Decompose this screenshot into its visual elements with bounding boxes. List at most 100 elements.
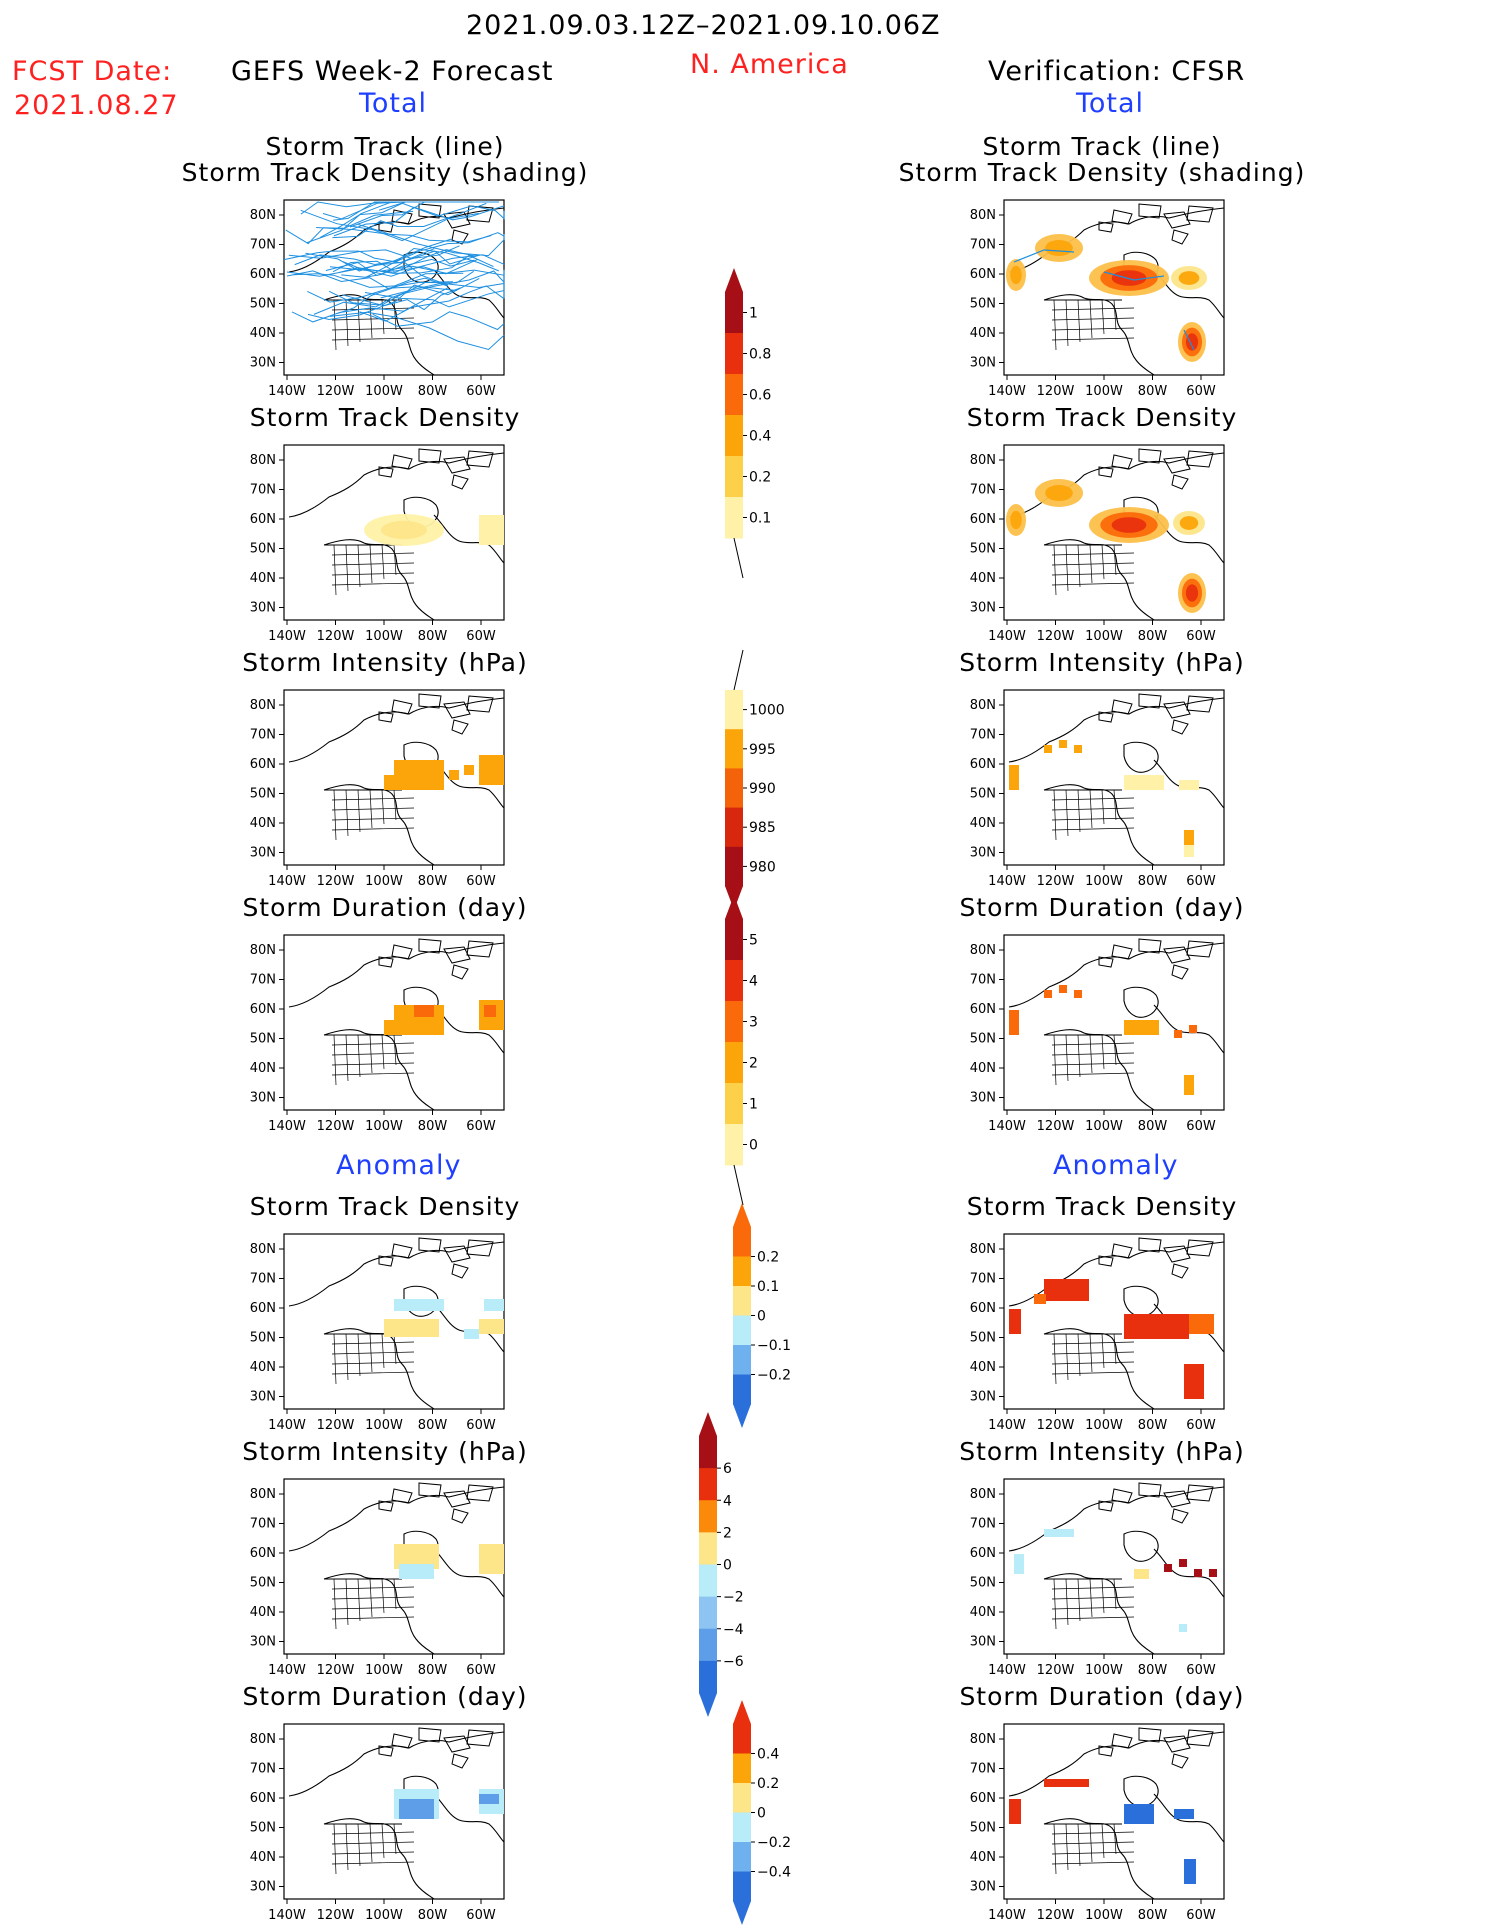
shading-cell [399, 1564, 434, 1579]
lon-tick-label: 100W [1085, 874, 1123, 889]
lat-tick-label: 50N [250, 542, 276, 557]
shading-cell [484, 1299, 504, 1311]
colorbar-segment [725, 919, 743, 961]
lon-tick-label: 140W [988, 1663, 1026, 1678]
colorbar-label: 0 [757, 1309, 766, 1325]
storm-track-line [332, 202, 487, 239]
lon-tick-label: 140W [268, 629, 306, 644]
map-panel-left-track: 80N 70N 60N 50N 40N 30N 140W 120W 100W 80W 60W [250, 199, 505, 399]
lon-tick-label: 60W [466, 384, 496, 399]
colorbar-anom-intensity: 6 4 2 0 −2 −4 −6 [699, 1412, 744, 1717]
shading-contour [1045, 484, 1073, 502]
lon-tick-label: 120W [317, 1418, 355, 1433]
lat-tick-label: 50N [250, 1821, 276, 1836]
storm-track-line [342, 270, 505, 306]
lon-tick-label: 60W [1186, 1663, 1216, 1678]
lat-tick-label: 70N [970, 1272, 996, 1287]
shading-cell [1074, 745, 1082, 753]
colorbar-segment [733, 1345, 751, 1375]
lon-tick-label: 100W [1085, 1119, 1123, 1134]
colorbar-segment [725, 846, 743, 887]
lon-tick-label: 60W [1186, 1418, 1216, 1433]
map-panel-left-anom-density: 80N 70N 60N 50N 40N 30N 140W 120W 100W 80W 60W [250, 1233, 505, 1433]
colorbar-segment [733, 1256, 751, 1287]
lat-tick-label: 50N [250, 297, 276, 312]
colorbar-segment [725, 729, 743, 769]
colorbar-label: 3 [749, 1015, 758, 1031]
map-panel-right-density: 80N 70N 60N 50N 40N 30N 140W 120W 100W 80W 60W [970, 444, 1225, 644]
lat-tick-label: 40N [970, 1850, 996, 1865]
colorbar-segment [733, 1842, 751, 1872]
lat-tick-label: 50N [970, 297, 996, 312]
lon-tick-label: 60W [1186, 1908, 1216, 1923]
storm-track-line [328, 287, 462, 311]
lon-tick-label: 60W [1186, 1119, 1216, 1134]
lon-tick-label: 100W [365, 1908, 403, 1923]
shading-cell [414, 1005, 434, 1017]
lon-tick-label: 60W [1186, 629, 1216, 644]
shading-cell [399, 1799, 434, 1819]
lon-tick-label: 100W [365, 1663, 403, 1678]
lat-tick-label: 30N [250, 846, 276, 861]
lat-tick-label: 80N [970, 943, 996, 958]
map-panel-right-intensity: 80N 70N 60N 50N 40N 30N 140W 120W 100W 80W 60W [970, 689, 1225, 889]
colorbar-arrow-bottom [733, 1901, 751, 1925]
lon-tick-label: 60W [1186, 384, 1216, 399]
shading-contour [1185, 333, 1199, 351]
lon-tick-label: 120W [1037, 629, 1075, 644]
shading-contour [1185, 584, 1199, 602]
colorbar-label: 4 [749, 974, 758, 990]
lon-tick-label: 120W [317, 1908, 355, 1923]
colorbar-segment [725, 497, 743, 539]
verification-title: Verification: CFSR [988, 56, 1246, 87]
lat-tick-label: 70N [970, 1762, 996, 1777]
lat-tick-label: 60N [250, 267, 276, 282]
lat-tick-label: 30N [970, 1091, 996, 1106]
lon-tick-label: 60W [466, 1418, 496, 1433]
colorbar-track-density: 1 0.8 0.6 0.4 0.2 0.1 [725, 268, 771, 579]
lon-tick-label: 120W [317, 874, 355, 889]
shading-contour [1010, 265, 1022, 285]
lon-tick-label: 100W [1085, 1418, 1123, 1433]
lat-tick-label: 50N [970, 1576, 996, 1591]
right-track-title-2: Storm Track Density (shading) [898, 158, 1306, 187]
shading-cell [1184, 1075, 1194, 1095]
colorbar-arrow-top [725, 268, 743, 292]
lon-tick-label: 100W [365, 874, 403, 889]
map-panel-left-intensity: 80N 70N 60N 50N 40N 30N 140W 120W 100W 80W 60W [250, 689, 505, 889]
colorbar-segment [699, 1468, 717, 1501]
lat-tick-label: 80N [250, 1487, 276, 1502]
lon-tick-label: 100W [365, 629, 403, 644]
lon-tick-label: 140W [988, 1418, 1026, 1433]
lat-tick-label: 40N [970, 1061, 996, 1076]
shading-cell [1044, 1779, 1089, 1787]
lon-tick-label: 140W [268, 1119, 306, 1134]
colorbar-segment [699, 1532, 717, 1565]
lon-tick-label: 60W [466, 1908, 496, 1923]
shading-cell [384, 1020, 404, 1035]
lat-tick-label: 60N [970, 1791, 996, 1806]
lon-tick-label: 120W [317, 629, 355, 644]
lat-tick-label: 40N [970, 571, 996, 586]
shading-cell [479, 1794, 499, 1804]
map-panel-left-duration: 80N 70N 60N 50N 40N 30N 140W 120W 100W 80W 60W [250, 934, 505, 1134]
shading-cell [1044, 745, 1052, 753]
lon-tick-label: 140W [268, 384, 306, 399]
lat-tick-label: 30N [970, 846, 996, 861]
colorbar-segment [725, 1124, 743, 1166]
lon-tick-label: 80W [1138, 1418, 1168, 1433]
shading-cell [1134, 1569, 1149, 1579]
lon-tick-label: 80W [418, 384, 448, 399]
lat-tick-label: 50N [250, 1576, 276, 1591]
colorbar-label: 1000 [749, 703, 785, 719]
storm-track-line [336, 277, 449, 315]
colorbar-label: 0.8 [749, 347, 771, 363]
lat-tick-label: 60N [970, 1546, 996, 1561]
lat-tick-label: 80N [250, 698, 276, 713]
shading-cell [479, 755, 504, 785]
lon-tick-label: 100W [1085, 1908, 1123, 1923]
left-intensity-title: Storm Intensity (hPa) [242, 648, 528, 677]
storm-track-line [341, 250, 481, 278]
shading-cell [1179, 1559, 1187, 1567]
lat-tick-label: 30N [970, 1635, 996, 1650]
